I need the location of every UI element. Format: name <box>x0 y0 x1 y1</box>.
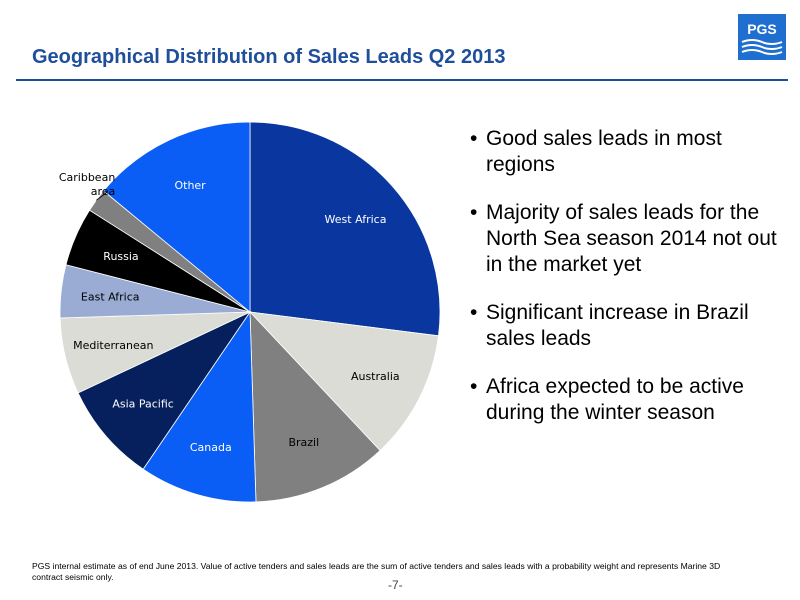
slice-label-mediterranean: Mediterranean <box>73 339 153 352</box>
page-number: -7- <box>388 578 403 592</box>
slice-label-asia-pacific: Asia Pacific <box>112 397 174 410</box>
title-divider <box>16 79 788 81</box>
slice-label-west-africa: West Africa <box>325 213 387 226</box>
bullet-dot: • <box>470 127 478 150</box>
bullet-dot: • <box>470 375 478 398</box>
logo-text: PGS <box>747 21 777 37</box>
slice-label-line: Mediterranean <box>73 339 153 352</box>
slice-label-russia: Russia <box>103 250 138 263</box>
bullet-item: • Good sales leads in most regions <box>470 126 788 178</box>
leader-line <box>96 191 108 201</box>
bullet-text: Majority of sales leads for the North Se… <box>486 201 777 276</box>
slice-label-line: Caribbean <box>59 171 115 184</box>
bullet-item: • Africa expected to be active during the… <box>470 374 788 426</box>
pie-slice-other <box>103 121 251 313</box>
slice-label-line: Canada <box>190 441 232 454</box>
pie-slice-asia-pacific <box>77 311 252 470</box>
pie-slice-australia <box>248 311 439 452</box>
slice-label-australia: Australia <box>351 370 400 383</box>
bullet-list: • Good sales leads in most regions • Major… <box>470 126 788 448</box>
slice-label-line: West Africa <box>325 213 387 226</box>
slice-label-east-africa: East Africa <box>81 291 140 304</box>
slice-label-caribbean-area: Caribbean area <box>59 171 115 198</box>
slice-label-line: Asia Pacific <box>112 397 174 410</box>
slice-label-line: area <box>91 185 116 198</box>
pie-slice-west-africa <box>249 121 441 337</box>
bullet-item: • Majority of sales leads for the North S… <box>470 200 788 278</box>
slice-label-brazil: Brazil <box>288 436 319 449</box>
bullet-item: • Significant increase in Brazil sales le… <box>470 300 788 352</box>
slice-label-other: Other <box>174 179 206 192</box>
pie-slice-brazil <box>249 310 381 503</box>
bullet-text: Good sales leads in most regions <box>486 127 722 176</box>
bullet-dot: • <box>470 201 478 224</box>
bullet-text: Africa expected to be active during the … <box>486 375 744 424</box>
slice-label-line: Other <box>174 179 206 192</box>
slice-label-canada: Canada <box>190 441 232 454</box>
slice-label-line: Brazil <box>288 436 319 449</box>
slide-title: Geographical Distribution of Sales Leads… <box>32 46 506 68</box>
bullet-dot: • <box>470 301 478 324</box>
slice-label-line: Australia <box>351 370 400 383</box>
slice-label-line: East Africa <box>81 291 140 304</box>
footnote: PGS internal estimate as of end June 201… <box>32 561 721 582</box>
bullet-text: Significant increase in Brazil sales lea… <box>486 301 749 350</box>
pgs-logo: PGS <box>738 14 786 60</box>
slice-label-line: Russia <box>103 250 138 263</box>
pie-slice-canada <box>142 310 257 503</box>
